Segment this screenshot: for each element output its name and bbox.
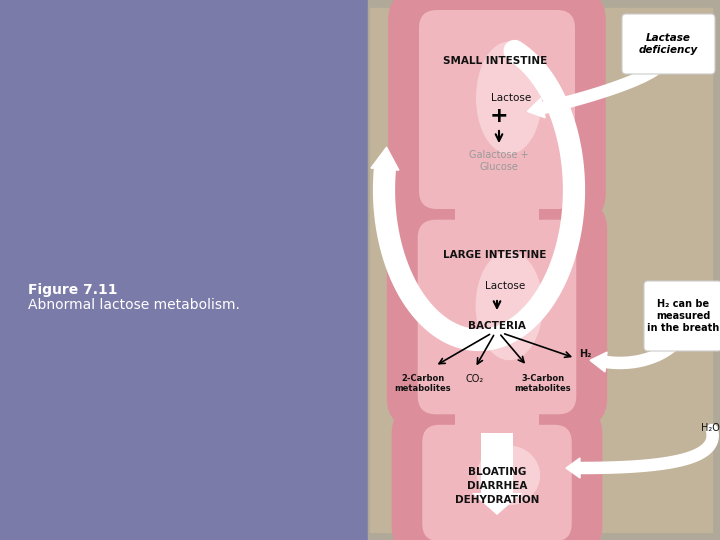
Bar bbox=[368, 0, 720, 540]
FancyBboxPatch shape bbox=[644, 281, 720, 351]
Ellipse shape bbox=[424, 393, 450, 443]
Ellipse shape bbox=[476, 251, 543, 360]
Text: Lactase
deficiency: Lactase deficiency bbox=[639, 33, 698, 55]
FancyArrow shape bbox=[472, 433, 522, 515]
Bar bbox=[370, 8, 712, 532]
Text: 3-Carbon
metabolites: 3-Carbon metabolites bbox=[515, 374, 571, 394]
Bar bbox=[455, 195, 539, 233]
FancyBboxPatch shape bbox=[423, 425, 572, 540]
FancyBboxPatch shape bbox=[392, 406, 603, 540]
Text: BLOATING
DIARRHEA
DEHYDRATION: BLOATING DIARRHEA DEHYDRATION bbox=[455, 467, 539, 505]
Text: H₂ can be
measured
in the breath: H₂ can be measured in the breath bbox=[647, 299, 719, 333]
FancyBboxPatch shape bbox=[418, 220, 576, 414]
Text: Lactose: Lactose bbox=[491, 93, 531, 103]
Bar bbox=[445, 398, 549, 438]
Text: SMALL INTESTINE: SMALL INTESTINE bbox=[443, 56, 547, 66]
Ellipse shape bbox=[476, 42, 542, 154]
Bar bbox=[445, 193, 549, 235]
Polygon shape bbox=[371, 147, 399, 170]
Bar bbox=[455, 400, 539, 436]
Text: BACTERIA: BACTERIA bbox=[468, 321, 526, 331]
Ellipse shape bbox=[477, 446, 540, 505]
FancyBboxPatch shape bbox=[622, 14, 715, 74]
Text: Figure 7.11: Figure 7.11 bbox=[28, 283, 117, 297]
Text: Galactose +
Glucose: Galactose + Glucose bbox=[469, 150, 528, 172]
Text: +: + bbox=[490, 106, 508, 126]
Text: CO₂: CO₂ bbox=[466, 374, 484, 384]
Ellipse shape bbox=[424, 188, 450, 240]
Text: H₂: H₂ bbox=[579, 349, 591, 359]
Text: Lactose: Lactose bbox=[485, 281, 525, 291]
Polygon shape bbox=[590, 352, 607, 372]
FancyBboxPatch shape bbox=[387, 201, 607, 427]
FancyBboxPatch shape bbox=[419, 10, 575, 209]
Polygon shape bbox=[566, 458, 580, 478]
Polygon shape bbox=[527, 98, 545, 118]
Text: LARGE INTESTINE: LARGE INTESTINE bbox=[444, 250, 546, 260]
Bar bbox=[0, 0, 368, 540]
FancyBboxPatch shape bbox=[388, 0, 606, 222]
Text: 2-Carbon
metabolites: 2-Carbon metabolites bbox=[395, 374, 451, 394]
Ellipse shape bbox=[544, 188, 570, 240]
Text: Abnormal lactose metabolism.: Abnormal lactose metabolism. bbox=[28, 298, 240, 312]
Ellipse shape bbox=[544, 393, 570, 443]
Text: H₂O: H₂O bbox=[701, 423, 719, 433]
